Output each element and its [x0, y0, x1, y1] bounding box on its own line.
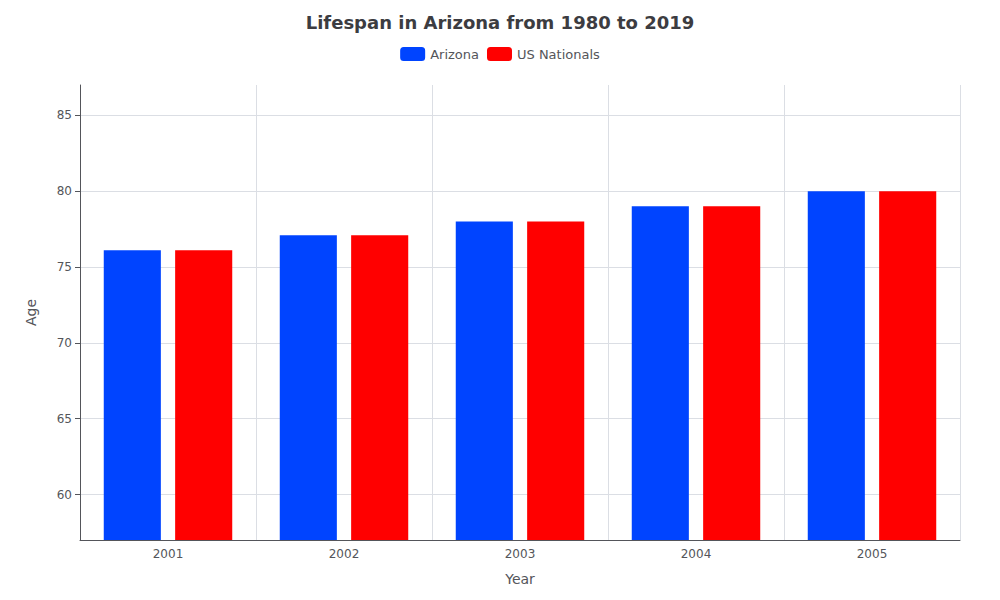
svg-text:Year: Year: [504, 571, 535, 587]
svg-text:2001: 2001: [153, 547, 184, 561]
svg-text:2002: 2002: [329, 547, 360, 561]
svg-text:75: 75: [57, 260, 72, 274]
svg-text:Age: Age: [23, 299, 39, 326]
svg-text:85: 85: [57, 108, 72, 122]
svg-text:Arizona: Arizona: [430, 47, 479, 62]
svg-text:2005: 2005: [857, 547, 888, 561]
svg-text:65: 65: [57, 412, 72, 426]
svg-text:Lifespan in Arizona from 1980: Lifespan in Arizona from 1980 to 2019: [306, 12, 695, 33]
svg-text:80: 80: [57, 184, 72, 198]
svg-text:70: 70: [57, 336, 72, 350]
svg-text:2004: 2004: [681, 547, 712, 561]
svg-text:60: 60: [57, 488, 72, 502]
svg-text:US Nationals: US Nationals: [517, 47, 600, 62]
svg-text:2003: 2003: [505, 547, 536, 561]
